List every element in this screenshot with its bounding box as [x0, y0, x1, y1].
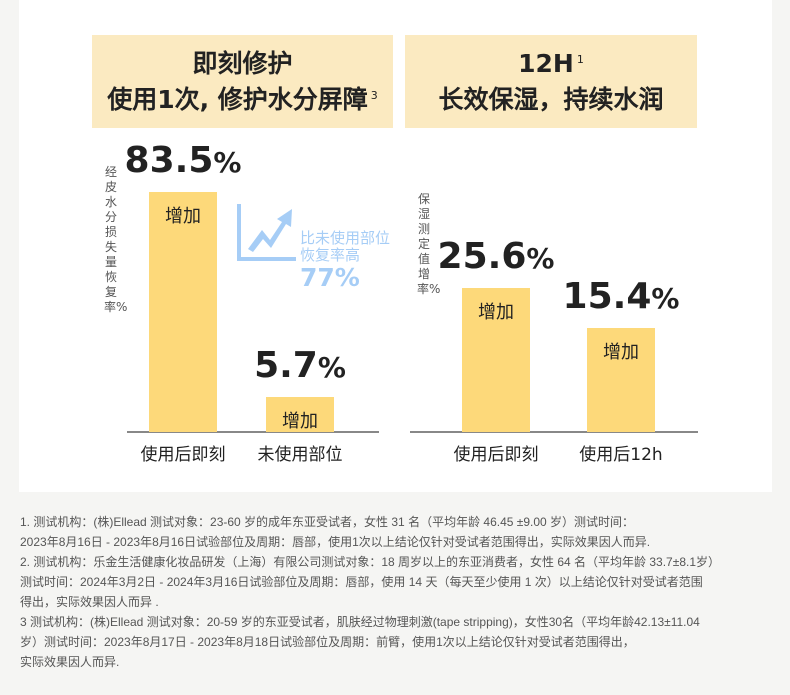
left-header-line1: 即刻修护 [192, 48, 293, 78]
data-label: 25.6% [426, 236, 566, 277]
left-header-line2: 使用1次, 修护水分屏障 [107, 84, 368, 114]
data-label: 83.5% [113, 140, 253, 181]
bar: 增加 [587, 327, 655, 432]
data-value: 25.6 [437, 235, 527, 277]
bar-label: 增加 [282, 411, 318, 433]
right-header-line1: 12H [518, 48, 574, 78]
footnote-line: 实际效果因人而异. [20, 655, 120, 669]
footnote-line: 岁）测试时间：2023年8月17日 - 2023年8月18日试验部位及周期：前臂… [20, 635, 635, 649]
footnote-ref: 3 [370, 88, 378, 102]
x-axis-line [127, 431, 379, 433]
bar-label: 增加 [603, 341, 639, 363]
bar-label: 增加 [165, 206, 201, 228]
data-label: 5.7% [230, 345, 370, 386]
y-axis-label: 保湿测定值增率% [417, 192, 441, 296]
footnotes: 1. 测试机构：(株)Ellead 测试对象：23-60 岁的成年东亚受试者，女… [20, 512, 780, 672]
trend-arrow-icon [236, 202, 300, 268]
right-header-line1-wrap: 12H 1 [518, 46, 584, 82]
x-tick-label: 使用后即刻 [140, 445, 226, 465]
data-unit: % [526, 241, 555, 275]
left-header-line2-wrap: 使用1次, 修护水分屏障 3 [107, 82, 378, 118]
data-unit: % [213, 146, 242, 180]
footnote-line: 测试时间：2024年3月2日 - 2024年3月16日试验部位及周期：唇部，使用… [20, 575, 703, 589]
right-header-line2: 长效保湿，持续水润 [438, 84, 664, 114]
footnote-line: 1. 测试机构：(株)Ellead 测试对象：23-60 岁的成年东亚受试者，女… [20, 515, 635, 529]
callout-line1: 比未使用部位 [300, 229, 391, 247]
bar-label: 增加 [478, 301, 514, 323]
right-header: 12H 1 长效保湿，持续水润 [405, 35, 697, 128]
callout: 比未使用部位 恢复率高 77% [300, 230, 390, 292]
callout-value: 77% [300, 263, 360, 292]
footnote-line: 3 测试机构：(株)Ellead 测试对象：20-59 岁的东亚受试者，肌肤经过… [20, 615, 700, 629]
bar: 增加 [462, 287, 530, 432]
y-axis-label: 经皮水分损失量恢复率% [104, 165, 128, 314]
left-header: 即刻修护 使用1次, 修护水分屏障 3 [92, 35, 393, 128]
data-label: 15.4% [551, 276, 691, 317]
data-unit: % [317, 351, 346, 384]
data-value: 5.7 [254, 345, 318, 386]
footnote-line: 2. 测试机构：乐金生活健康化妆品研发（上海）有限公司测试对象：18 周岁以上的… [20, 555, 721, 569]
data-value: 83.5 [124, 140, 214, 182]
footnote-line: 2023年8月16日 - 2023年8月16日试验部位及周期：唇部，使用1次以上… [20, 535, 651, 549]
data-unit: % [651, 281, 680, 315]
x-axis-line [410, 431, 698, 433]
data-value: 15.4 [562, 275, 652, 317]
x-tick-label: 使用后即刻 [453, 445, 539, 465]
bar: 增加 [149, 192, 217, 432]
x-tick-label: 未使用部位 [257, 445, 343, 465]
footnote-ref: 1 [576, 52, 584, 66]
x-tick-label: 使用后12h [579, 445, 663, 465]
footnote-line: 得出，实际效果因人而异 . [20, 595, 159, 609]
callout-line2: 恢复率高 [300, 246, 361, 264]
bar: 增加 [266, 397, 334, 432]
